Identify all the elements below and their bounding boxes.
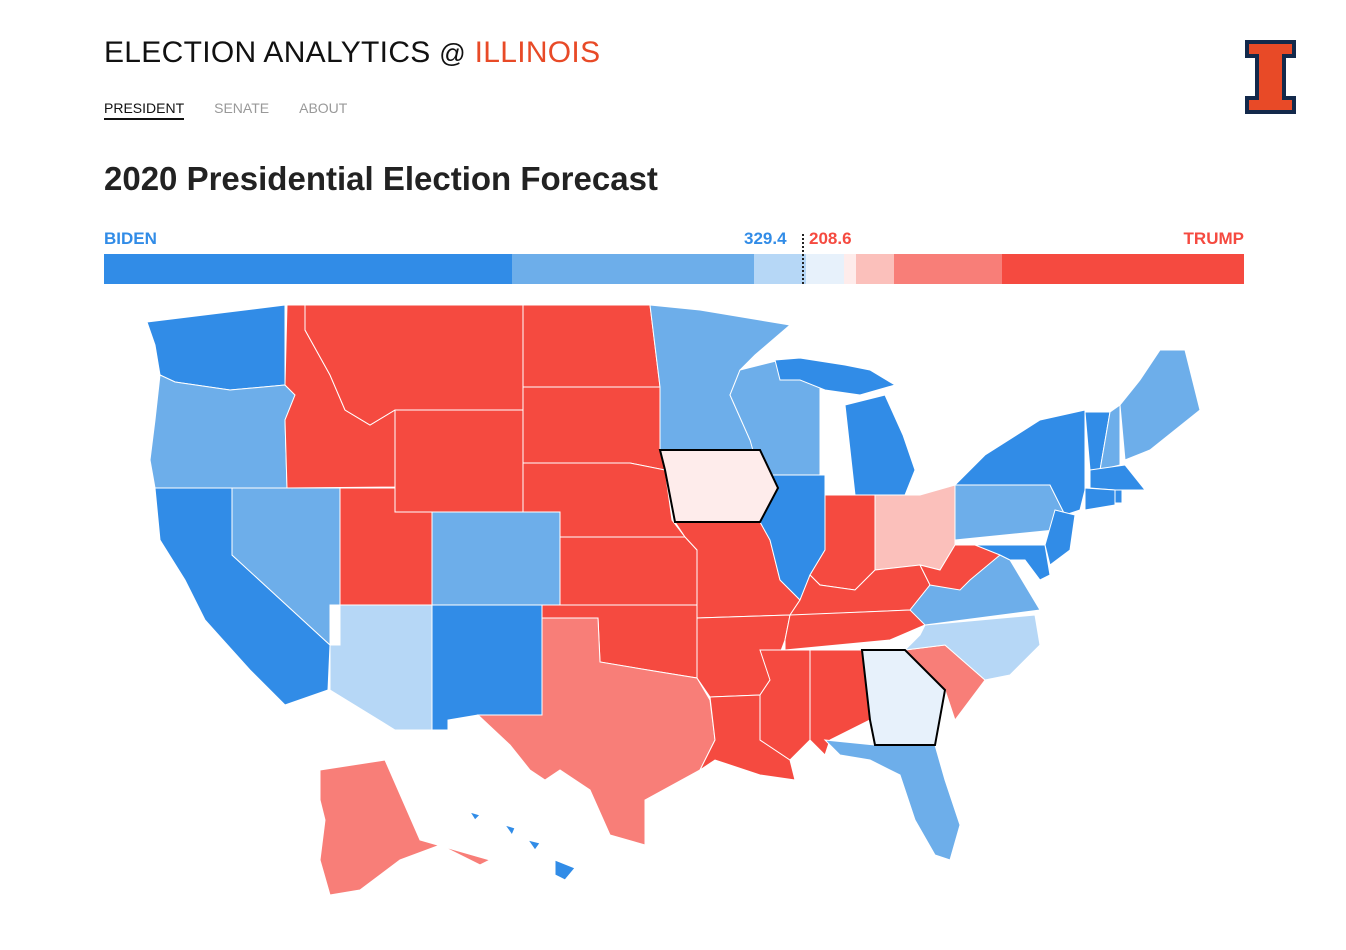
state-ny[interactable] <box>953 409 1086 516</box>
state-oh[interactable] <box>874 484 956 571</box>
state-ma[interactable] <box>1089 464 1147 491</box>
nav-president[interactable]: PRESIDENT <box>104 100 185 120</box>
bar-lean-d[interactable] <box>754 254 806 284</box>
state-nd[interactable] <box>522 304 661 388</box>
state-mi[interactable] <box>774 357 916 496</box>
state-nc[interactable] <box>903 614 1041 681</box>
state-fl[interactable] <box>823 739 961 861</box>
page-title: 2020 Presidential Election Forecast <box>104 160 658 197</box>
state-or[interactable] <box>149 374 296 489</box>
state-co[interactable] <box>431 511 561 606</box>
state-tx[interactable] <box>476 617 716 846</box>
bar-safe-r[interactable] <box>1002 254 1244 284</box>
state-ga[interactable] <box>860 649 947 746</box>
bar-likely-d[interactable] <box>512 254 754 284</box>
270-marker <box>802 234 804 284</box>
bar-tilt-d[interactable] <box>806 254 844 284</box>
state-wa[interactable] <box>146 304 286 391</box>
state-ak[interactable] <box>319 759 492 896</box>
brand-accent: ILLINOIS <box>474 36 601 69</box>
state-ia[interactable] <box>658 449 780 523</box>
nav-senate[interactable]: SENATE <box>214 100 270 116</box>
bar-safe-d[interactable] <box>104 254 512 284</box>
brand-text: ELECTION ANALYTICS <box>104 36 431 69</box>
state-nj[interactable] <box>1044 509 1076 566</box>
bar-lean-r[interactable] <box>856 254 894 284</box>
brand-at: @ <box>439 38 466 68</box>
state-sd[interactable] <box>522 386 666 471</box>
bar-tilt-r[interactable] <box>844 254 856 284</box>
state-ks[interactable] <box>559 536 698 606</box>
state-az[interactable] <box>329 604 433 731</box>
state-nh[interactable] <box>1099 404 1121 471</box>
main-nav: PRESIDENT SENATE ABOUT <box>104 100 347 120</box>
nav-about[interactable]: ABOUT <box>299 100 348 116</box>
biden-label: BIDEN <box>104 229 157 248</box>
illinois-logo-icon[interactable] <box>1243 38 1298 116</box>
state-ri[interactable] <box>1114 489 1123 504</box>
ev-bar <box>104 254 1244 284</box>
state-ct[interactable] <box>1084 487 1116 511</box>
state-al[interactable] <box>809 649 871 756</box>
state-ms[interactable] <box>759 649 811 761</box>
state-tn[interactable] <box>784 609 931 651</box>
state-wy[interactable] <box>394 409 524 513</box>
state-md[interactable] <box>974 544 1051 581</box>
trump-label: TRUMP <box>1183 229 1244 248</box>
trump-ev: 208.6 <box>809 229 852 248</box>
bar-likely-r[interactable] <box>894 254 1002 284</box>
biden-ev: 329.4 <box>744 229 787 248</box>
site-title[interactable]: ELECTION ANALYTICS @ ILLINOIS <box>104 36 600 70</box>
state-nm[interactable] <box>431 604 543 731</box>
state-me[interactable] <box>1119 349 1201 461</box>
state-hi[interactable] <box>468 811 576 881</box>
